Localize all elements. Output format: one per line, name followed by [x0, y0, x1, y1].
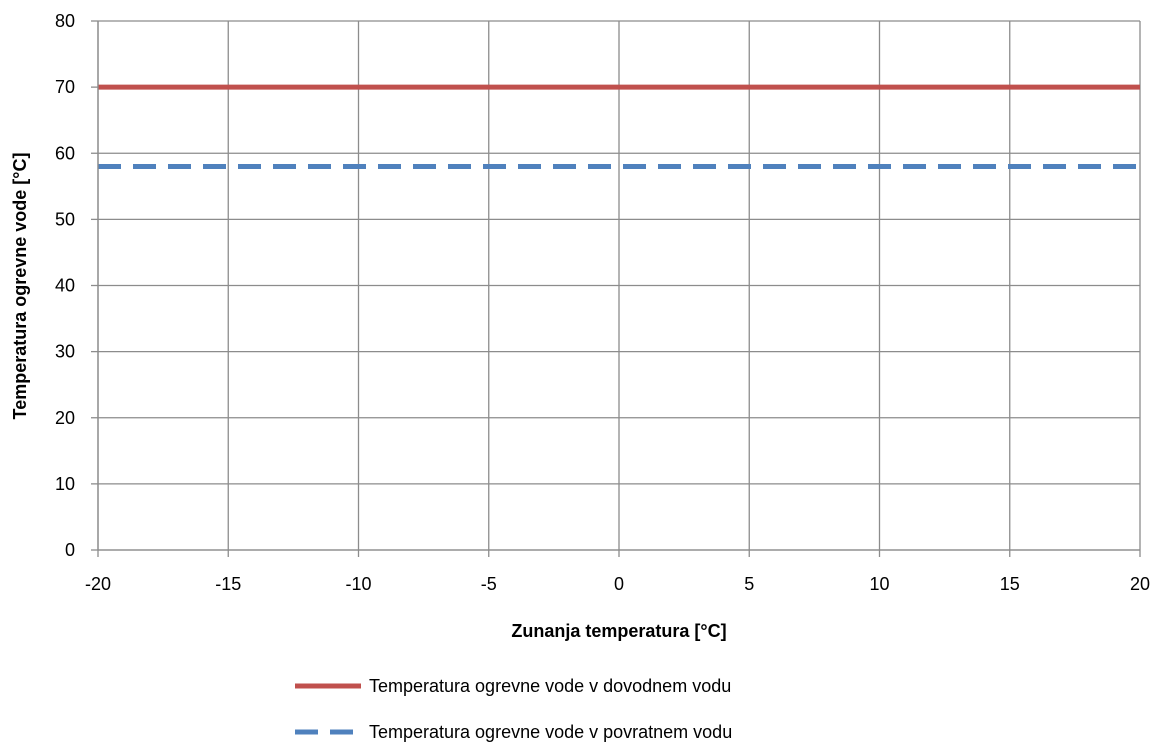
y-tick-label: 60: [55, 143, 75, 163]
x-tick-label: 15: [1000, 574, 1020, 594]
legend-label-2: Temperatura ogrevne vode v povratnem vod…: [369, 722, 732, 742]
x-tick-label: -10: [345, 574, 371, 594]
x-tick-labels: -20 -15 -10 -5 0 5 10 15 20: [85, 574, 1150, 594]
y-tick-label: 80: [55, 11, 75, 31]
y-axis-title: Temperatura ogrevne vode [°C]: [10, 153, 30, 420]
y-tick-label: 20: [55, 408, 75, 428]
series-lines: [98, 84, 1140, 169]
x-tick-label: -5: [481, 574, 497, 594]
x-axis-title: Zunanja temperatura [°C]: [511, 621, 726, 641]
y-tick-label: 40: [55, 276, 75, 296]
x-tick-label: 20: [1130, 574, 1150, 594]
x-tick-label: 0: [614, 574, 624, 594]
x-tick-label: -15: [215, 574, 241, 594]
y-tick-label: 70: [55, 77, 75, 97]
legend: Temperatura ogrevne vode v dovodnem vodu…: [295, 676, 732, 742]
legend-label-1: Temperatura ogrevne vode v dovodnem vodu: [369, 676, 731, 696]
x-tick-label: 10: [869, 574, 889, 594]
grid: [97, 20, 1141, 551]
y-tick-labels: 0 10 20 30 40 50 60 70 80: [55, 11, 75, 560]
y-tick-label: 0: [65, 540, 75, 560]
y-tick-label: 30: [55, 342, 75, 362]
axes: [91, 20, 1141, 557]
y-tick-label: 50: [55, 209, 75, 229]
x-tick-label: -20: [85, 574, 111, 594]
x-tick-label: 5: [744, 574, 754, 594]
y-tick-label: 10: [55, 474, 75, 494]
